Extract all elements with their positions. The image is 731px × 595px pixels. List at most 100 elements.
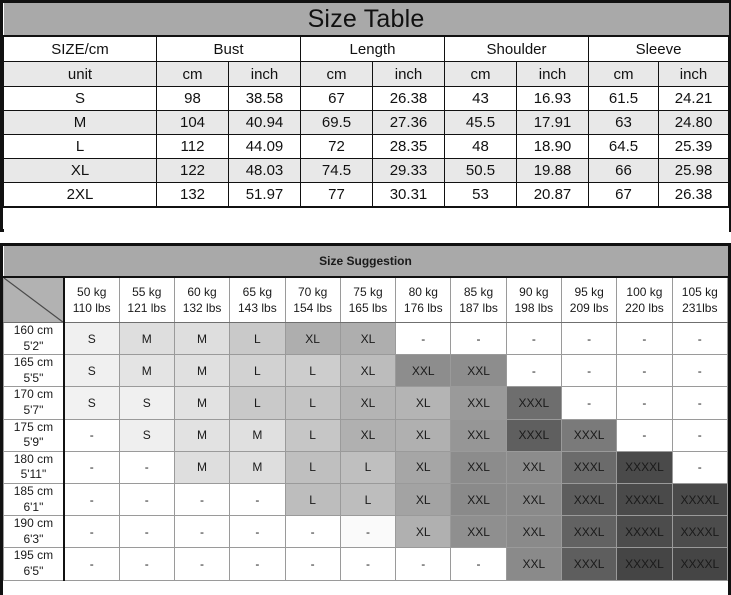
size-suggestion-cell: L: [284, 450, 341, 484]
measurement-cell: 17.91: [516, 110, 589, 135]
size-table-title: Size Table: [3, 3, 729, 37]
size-suggestion-cell: -: [505, 321, 562, 356]
header-sleeve-inch: inch: [657, 61, 730, 87]
size-suggestion-cell: XL: [395, 482, 452, 517]
weight-kg: 85 kg: [463, 284, 494, 299]
size-label: L: [3, 134, 157, 159]
size-suggestion-cell: -: [229, 515, 286, 549]
size-suggestion-table: Size Suggestion 50 kg 110 lbs 55 kg 121 lbs…: [0, 243, 731, 595]
header-bust-cm: cm: [156, 61, 229, 87]
height-row-header: 185 cm 6'1": [2, 482, 65, 517]
measurement-cell: 29.33: [372, 158, 445, 183]
size-suggestion-cell: XL: [395, 386, 452, 420]
size-suggestion-cell: M: [173, 450, 231, 484]
size-label: 2XL: [3, 182, 157, 208]
weight-lbs: 143 lbs: [238, 301, 277, 315]
measurement-cell: 51.97: [228, 182, 301, 208]
measurement-cell: 24.80: [657, 110, 730, 135]
weight-kg: 70 kg: [297, 284, 328, 299]
measurement-cell: 25.98: [657, 158, 730, 183]
diagonal-divider-icon: [2, 276, 65, 323]
size-suggestion-cell: -: [616, 386, 673, 420]
measurement-cell: 50.5: [444, 158, 517, 183]
measurement-cell: 24.21: [657, 86, 730, 111]
size-suggestion-cell: -: [173, 515, 231, 549]
size-table-header-row-2: unit cm inch cm inch cm inch cm inch: [3, 61, 730, 87]
size-suggestion-cell: L: [229, 354, 286, 388]
weight-column-header: 85 kg 187 lbs: [450, 276, 507, 323]
size-suggestion-cell: M: [173, 321, 231, 356]
weight-kg: 60 kg: [187, 284, 217, 299]
measurement-cell: 27.36: [372, 110, 445, 135]
measurement-cell: 69.5: [300, 110, 373, 135]
weight-lbs: 231lbs: [682, 301, 718, 315]
weight-kg: 65 kg: [242, 284, 273, 299]
size-suggestion-cell: XXXXL: [671, 482, 729, 517]
weight-lbs: 220 lbs: [625, 301, 664, 315]
weight-kg: 105 kg: [681, 284, 718, 299]
size-suggestion-cell: -: [616, 354, 673, 388]
table-row: XL 122 48.03 74.5 29.33 50.5 19.88 66 25.98: [3, 158, 730, 183]
size-suggestion-cell: XXXL: [505, 418, 562, 452]
size-suggestion-cell: -: [173, 482, 231, 517]
height-row-header: 190 cm 6'3": [2, 515, 65, 549]
size-suggestion-cell: -: [616, 418, 673, 452]
size-suggestion-cell: XXL: [505, 547, 562, 581]
header-sleeve-cm: cm: [588, 61, 659, 87]
size-suggestion-cell: XXL: [450, 482, 507, 517]
weight-kg: 80 kg: [408, 284, 438, 299]
header-sleeve: Sleeve: [587, 35, 730, 62]
size-suggestion-cell: XXL: [505, 482, 562, 517]
size-suggestion-cell: XXL: [450, 354, 507, 388]
measurement-cell: 66: [588, 158, 659, 183]
size-suggestion-cell: -: [671, 450, 729, 484]
header-unit: unit: [3, 61, 157, 87]
size-label: XL: [3, 158, 157, 183]
size-suggestion-cell: -: [229, 482, 286, 517]
measurement-cell: 104: [156, 110, 229, 135]
size-suggestion-cell: XL: [339, 321, 397, 356]
size-suggestion-cell: XXL: [505, 450, 562, 484]
header-bust: Bust: [156, 35, 301, 62]
height-feet: 6'3": [23, 531, 44, 546]
header-bust-inch: inch: [228, 61, 301, 87]
measurement-cell: 132: [156, 182, 229, 208]
header-shoulder-inch: inch: [516, 61, 589, 87]
size-suggestion-cell: -: [63, 418, 120, 452]
size-suggestion-cell: -: [450, 547, 507, 581]
size-suggestion-cell: XL: [339, 354, 397, 388]
size-suggestion-cell: -: [505, 354, 562, 388]
table-row: M 104 40.94 69.5 27.36 45.5 17.91 63 24.80: [3, 110, 730, 135]
size-suggestion-cell: XL: [395, 450, 452, 484]
table-row: 180 cm 5'11" - - M M L L XL XXL XXL XXXL XXXXL -: [2, 450, 729, 484]
size-suggestion-cell: L: [229, 386, 286, 420]
size-suggestion-cell: L: [339, 482, 397, 517]
measurement-cell: 40.94: [228, 110, 301, 135]
weight-column-header: 80 kg 176 lbs: [395, 276, 452, 323]
size-suggestion-cell: XXXL: [505, 386, 562, 420]
size-suggestion-cell: M: [229, 418, 286, 452]
size-suggestion-cell: XXL: [395, 354, 452, 388]
size-suggestion-cell: L: [284, 354, 341, 388]
size-suggestion-cell: -: [118, 450, 175, 484]
weight-column-header: 50 kg 110 lbs: [63, 276, 120, 323]
height-feet: 5'11": [20, 467, 47, 482]
size-suggestion-cell: M: [118, 354, 175, 388]
size-suggestion-cell: L: [284, 386, 341, 420]
header-length-inch: inch: [372, 61, 445, 87]
measurement-cell: 98: [156, 86, 229, 111]
measurement-cell: 19.88: [516, 158, 589, 183]
weight-kg: 75 kg: [353, 284, 383, 299]
size-suggestion-cell: XXXL: [560, 450, 618, 484]
size-suggestion-cell: -: [118, 482, 175, 517]
size-table-grid: Size Table SIZE/cm Bust Length Shoulder …: [3, 3, 730, 249]
size-suggestion-cell: S: [63, 386, 120, 420]
size-suggestion-cell: XXXXL: [671, 515, 729, 549]
height-feet: 6'1": [23, 499, 44, 514]
measurement-cell: 18.90: [516, 134, 589, 159]
size-suggestion-cell: S: [63, 354, 120, 388]
measurement-cell: 43: [444, 86, 517, 111]
header-shoulder: Shoulder: [444, 35, 589, 62]
height-row-header: 160 cm 5'2": [2, 321, 65, 356]
size-table-header-row-1: SIZE/cm Bust Length Shoulder Sleeve: [3, 35, 730, 62]
